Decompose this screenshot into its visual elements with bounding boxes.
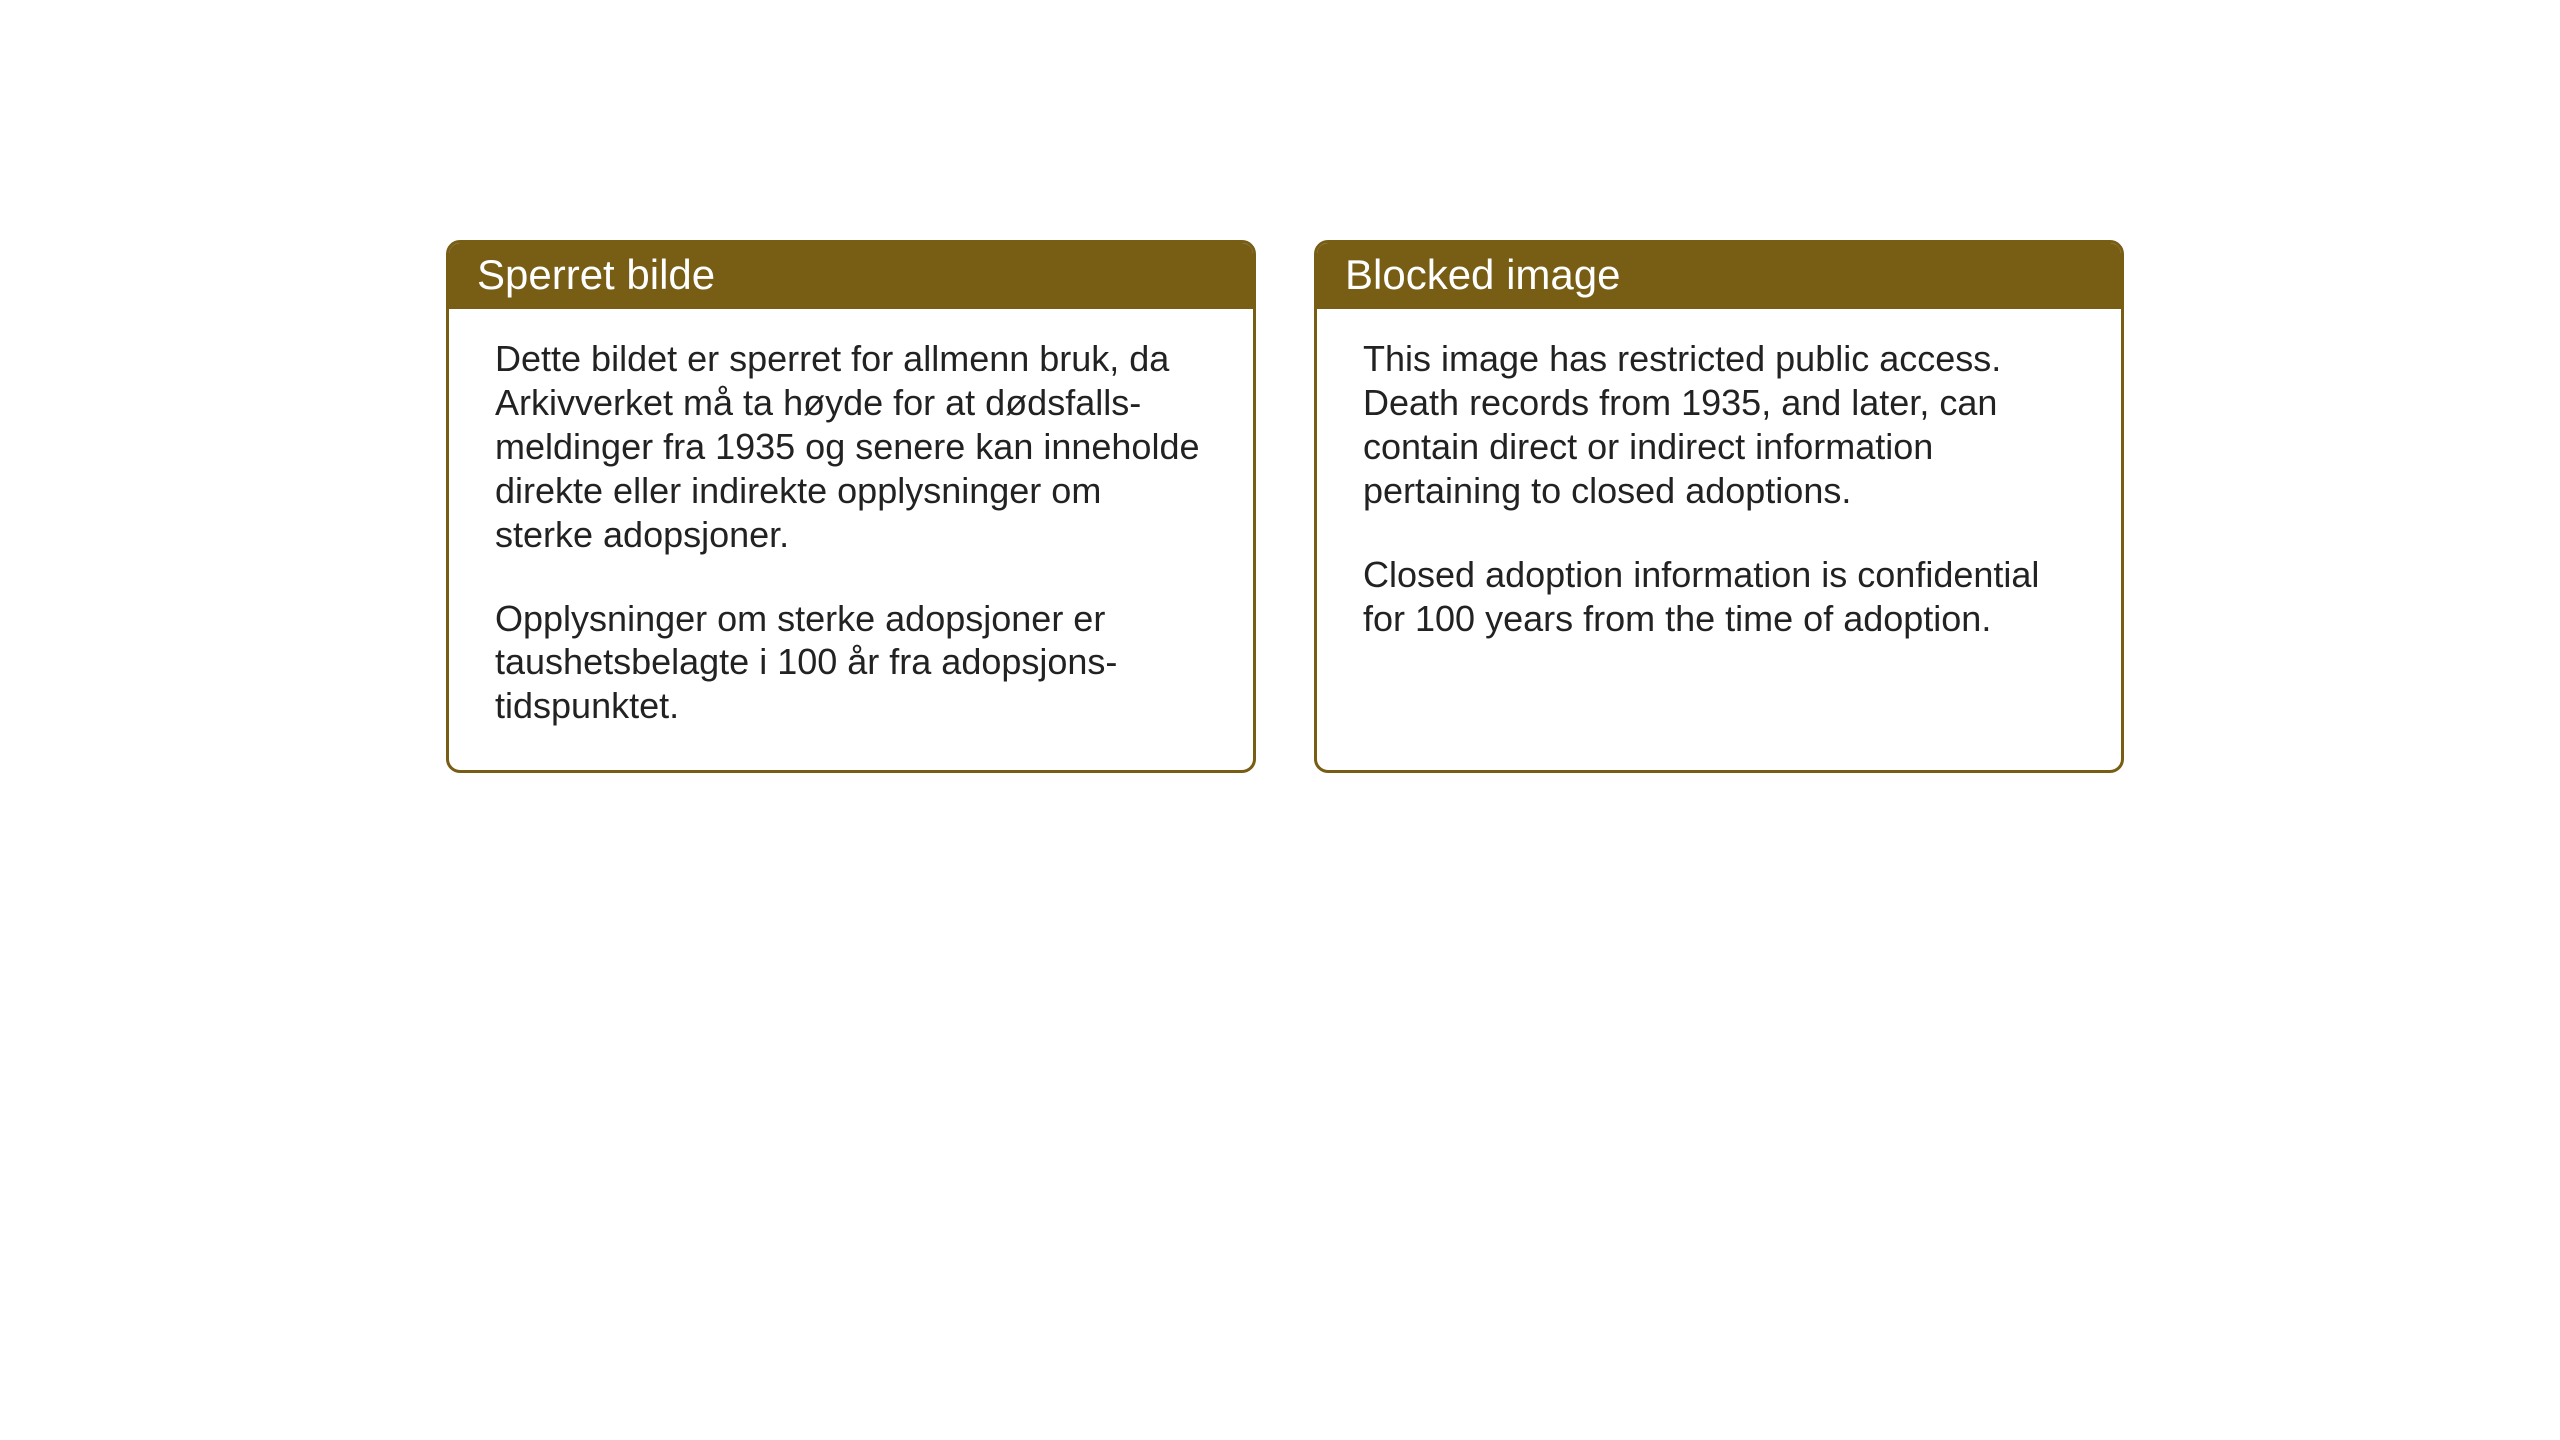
card-paragraph1-english: This image has restricted public access.…: [1363, 337, 2075, 513]
card-paragraph1-norwegian: Dette bildet er sperret for allmenn bruk…: [495, 337, 1207, 557]
card-body-norwegian: Dette bildet er sperret for allmenn bruk…: [449, 309, 1253, 770]
card-header-english: Blocked image: [1317, 243, 2121, 309]
card-header-norwegian: Sperret bilde: [449, 243, 1253, 309]
card-paragraph2-norwegian: Opplysninger om sterke adopsjoner er tau…: [495, 597, 1207, 729]
card-body-english: This image has restricted public access.…: [1317, 309, 2121, 682]
card-title-english: Blocked image: [1345, 251, 1620, 298]
notice-card-english: Blocked image This image has restricted …: [1314, 240, 2124, 773]
card-title-norwegian: Sperret bilde: [477, 251, 715, 298]
notice-card-norwegian: Sperret bilde Dette bildet er sperret fo…: [446, 240, 1256, 773]
card-paragraph2-english: Closed adoption information is confident…: [1363, 553, 2075, 641]
notice-cards-container: Sperret bilde Dette bildet er sperret fo…: [446, 240, 2124, 773]
